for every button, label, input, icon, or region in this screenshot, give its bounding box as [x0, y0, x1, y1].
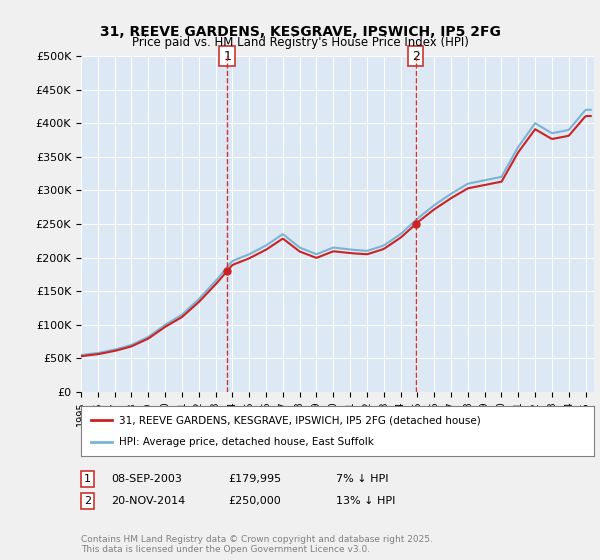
Text: 1: 1	[223, 49, 231, 63]
Text: 20-NOV-2014: 20-NOV-2014	[111, 496, 185, 506]
Text: 1: 1	[84, 474, 91, 484]
Text: £250,000: £250,000	[228, 496, 281, 506]
Text: Contains HM Land Registry data © Crown copyright and database right 2025.
This d: Contains HM Land Registry data © Crown c…	[81, 535, 433, 554]
Text: HPI: Average price, detached house, East Suffolk: HPI: Average price, detached house, East…	[119, 437, 374, 447]
Text: 31, REEVE GARDENS, KESGRAVE, IPSWICH, IP5 2FG: 31, REEVE GARDENS, KESGRAVE, IPSWICH, IP…	[100, 25, 500, 39]
Text: 7% ↓ HPI: 7% ↓ HPI	[336, 474, 389, 484]
Text: 13% ↓ HPI: 13% ↓ HPI	[336, 496, 395, 506]
Text: 31, REEVE GARDENS, KESGRAVE, IPSWICH, IP5 2FG (detached house): 31, REEVE GARDENS, KESGRAVE, IPSWICH, IP…	[119, 415, 481, 425]
Text: 08-SEP-2003: 08-SEP-2003	[111, 474, 182, 484]
Text: 2: 2	[412, 49, 419, 63]
Text: Price paid vs. HM Land Registry's House Price Index (HPI): Price paid vs. HM Land Registry's House …	[131, 36, 469, 49]
Text: 2: 2	[84, 496, 91, 506]
Text: £179,995: £179,995	[228, 474, 281, 484]
